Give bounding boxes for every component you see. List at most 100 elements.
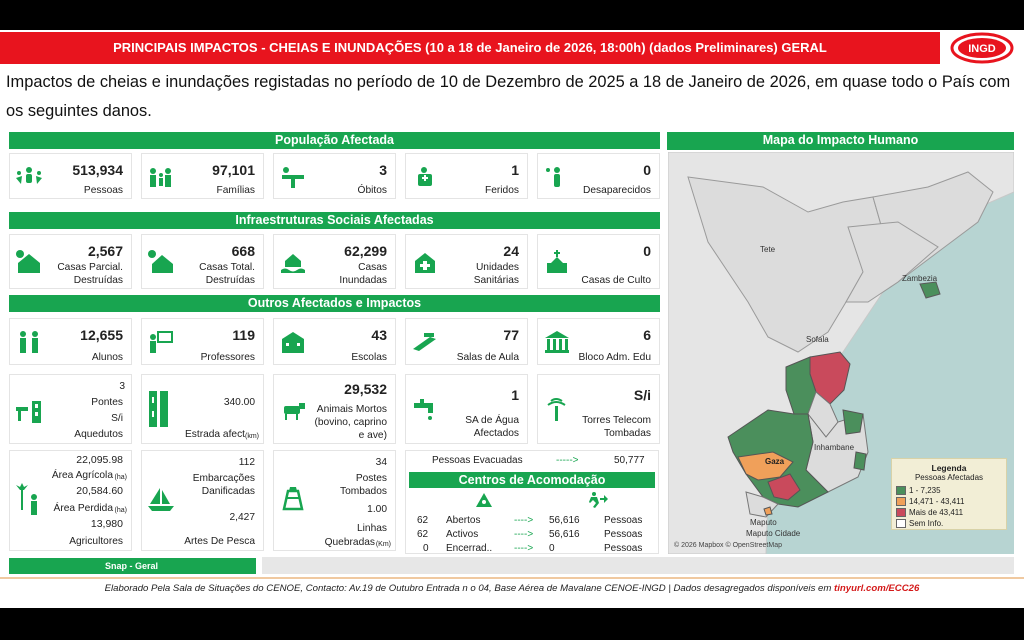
label-evacuadas: Pessoas Evacuadas <box>432 455 523 466</box>
label-casas-total-2: Destruídas <box>205 275 255 286</box>
card-alunos: 12,655 Alunos <box>9 318 132 365</box>
label-pessoas: Pessoas <box>83 185 123 196</box>
legend-item-1-label: 1 - 7,235 <box>909 486 941 495</box>
label-agua-2: Afectados <box>473 428 519 439</box>
centros-encerrados-unit: Pessoas <box>604 543 643 554</box>
unit-area-perdida: (ha) <box>114 507 127 514</box>
label-pontes: Pontes <box>91 397 123 408</box>
label-bloco-adm: Bloco Adm. Edu <box>578 352 652 363</box>
centros-encerrados-arrow: ----> <box>514 543 534 554</box>
card-salas-aula: 77 Salas de Aula <box>405 318 528 365</box>
telecom-tower-icon <box>547 398 566 421</box>
value-unidades-sanitarias: 24 <box>503 243 519 259</box>
map-label-maputo: Maputo <box>750 518 777 527</box>
section-centros: Centros de Acomodação <box>409 472 655 488</box>
impact-map[interactable]: Tete Zambezia Sofala Inhambane Gaza Mapu… <box>668 152 1014 554</box>
map-label-sofala: Sofala <box>806 335 829 344</box>
injured-icon <box>418 167 432 186</box>
family-icon <box>150 168 171 187</box>
value-salas-aula: 77 <box>503 327 519 343</box>
value-aquedutos: S/i <box>111 413 123 424</box>
legend-swatch-orange <box>896 497 906 507</box>
centros-activos-status: Activos <box>446 529 479 540</box>
value-casas-inundadas: 62,299 <box>344 243 387 259</box>
farmer-icon <box>16 483 37 515</box>
map-label-inhambane: Inhambane <box>814 443 855 452</box>
title-bar: PRINCIPAIS IMPACTOS - CHEIAS E INUNDAÇÕE… <box>0 32 940 64</box>
card-pesca: 112 Embarcações Danificadas 2,427 Artes … <box>141 450 264 551</box>
card-desaparecidos: 0 Desaparecidos <box>537 153 660 199</box>
map-legend: Legenda Pessoas Afectadas 1 - 7,235 14,4… <box>891 458 1007 530</box>
legend-item-4: Sem Info. <box>896 519 943 529</box>
card-animais: 29,532 Animais Mortos (bovino, caprino e… <box>273 374 396 444</box>
label-animais-2: (bovino, caprino <box>314 417 388 428</box>
label-familias: Famílias <box>216 185 256 196</box>
value-casas-parcial: 2,567 <box>87 243 123 259</box>
centros-activos-count: 62 <box>417 529 429 540</box>
cow-icon <box>284 403 305 420</box>
centros-abertos-count: 62 <box>417 515 429 526</box>
legend-swatch-red <box>896 508 906 518</box>
map-canvas[interactable]: Tete Zambezia Sofala Inhambane Gaza Mapu… <box>668 152 1014 554</box>
church-icon <box>547 250 567 273</box>
footer-text: Elaborado Pela Sala de Situações do CENO… <box>104 583 835 594</box>
label-professores: Professores <box>200 352 255 363</box>
legend-subtitle: Pessoas Afectadas <box>914 473 984 482</box>
centros-abertos-people: 56,616 <box>549 515 580 526</box>
value-area-perdida: 20,584.60 <box>76 485 123 497</box>
arrow-evacuadas: -----> <box>556 455 579 466</box>
card-torres: S/i Torres Telecom Tombadas <box>537 374 660 444</box>
horizontal-scrollbar[interactable] <box>262 557 1014 574</box>
water-tap-icon <box>414 399 433 420</box>
value-casas-culto: 0 <box>643 243 651 259</box>
label-casas-culto-2: Casas de Culto <box>581 275 651 286</box>
legend-item-2-label: 14,471 - 43,411 <box>909 497 965 506</box>
map-attribution: © 2026 Mapbox © OpenStreetMap <box>674 541 782 549</box>
card-casas-parcial: 2,567 Casas Parcial. Destruídas <box>9 234 132 289</box>
footer-link[interactable]: tinyurl.com/ECC26 <box>834 583 920 594</box>
ingd-logo: INGD <box>948 32 1016 64</box>
bridge-icon <box>16 401 41 423</box>
value-artes: 2,427 <box>229 512 256 523</box>
value-escolas: 43 <box>371 327 387 343</box>
tab-snap-geral[interactable]: Snap - Geral <box>9 558 256 574</box>
value-professores: 119 <box>232 327 255 343</box>
value-bloco-adm: 6 <box>643 327 651 343</box>
value-feridos: 1 <box>511 162 519 178</box>
label-artes: Artes De Pesca <box>184 536 255 547</box>
value-torres: S/i <box>633 387 651 403</box>
legend-swatch-green <box>896 486 906 496</box>
card-escolas: 43 Escolas <box>273 318 396 365</box>
label-torres-2: Tombadas <box>603 428 651 439</box>
value-alunos: 12,655 <box>80 327 123 343</box>
value-evacuadas: 50,777 <box>614 455 645 466</box>
acomodacao-panel: Pessoas Evacuadas -----> 50,777 Centros … <box>405 450 659 554</box>
shelter-icon <box>476 493 492 507</box>
label-postes-1: Postes <box>355 473 387 484</box>
value-agricultores: 13,980 <box>90 518 123 530</box>
house-partial-icon <box>16 250 40 273</box>
map-label-tete: Tete <box>760 245 776 254</box>
card-bloco-adm: 6 Bloco Adm. Edu <box>537 318 660 365</box>
school-icon <box>282 332 304 353</box>
card-pontes-aquedutos: 3 Pontes S/i Aquedutos <box>9 374 132 444</box>
classroom-icon <box>413 333 436 351</box>
unit-estrada: (km) <box>245 433 259 440</box>
house-flood-icon <box>281 254 305 273</box>
label-unidades-sanitarias-1: Unidades <box>475 262 519 273</box>
legend-item-1: 1 - 7,235 <box>896 486 941 496</box>
footer-divider <box>0 577 1024 579</box>
intro-text: Impactos de cheias e inundações registad… <box>6 73 1011 120</box>
label-postes-2: Tombados <box>339 486 387 497</box>
unit-area-agricola: (ha) <box>114 474 127 481</box>
label-embarcacoes-2: Danificadas <box>201 486 255 497</box>
label-salas-aula: Salas de Aula <box>456 352 519 363</box>
teacher-icon <box>150 331 173 353</box>
centros-abertos-unit: Pessoas <box>604 515 643 526</box>
value-postes: 34 <box>375 457 387 468</box>
label-area-agricola: Área Agrícola <box>51 470 113 481</box>
label-agricultores: Agricultores <box>69 536 123 547</box>
section-populacao: População Afectada <box>9 132 660 149</box>
value-obitos: 3 <box>379 162 387 178</box>
label-aquedutos: Aquedutos <box>74 429 123 440</box>
